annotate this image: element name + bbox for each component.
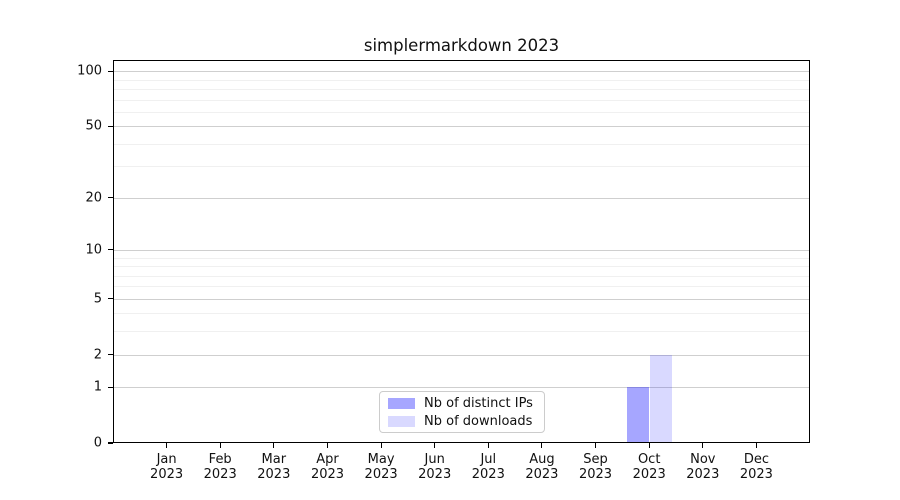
x-tick-label: May 2023 — [364, 452, 398, 482]
gridline-major — [113, 71, 810, 73]
legend-row: Nb of distinct IPs — [388, 396, 534, 411]
y-tickmark — [108, 298, 113, 300]
x-tickmark — [273, 443, 275, 448]
y-tickmark — [108, 70, 113, 72]
x-tick-label: Oct 2023 — [632, 452, 666, 482]
gridline-minor — [113, 275, 810, 277]
gridline-minor — [113, 111, 810, 113]
y-tick-label: 0 — [93, 435, 102, 451]
x-tickmark — [166, 443, 168, 448]
y-tick-label: 10 — [85, 242, 102, 258]
y-tickmark — [108, 125, 113, 127]
legend-label: Nb of downloads — [424, 413, 533, 429]
x-tickmark — [487, 443, 489, 448]
x-tickmark — [541, 443, 543, 448]
gridline-major — [113, 354, 810, 356]
y-tickmark — [108, 386, 113, 388]
x-tickmark — [219, 443, 221, 448]
gridline-major — [113, 126, 810, 128]
y-tick-label: 1 — [93, 379, 102, 395]
gridline-minor — [113, 313, 810, 315]
x-tickmark — [755, 443, 757, 448]
bar-nb-of-distinct-ips-oct-2023 — [627, 387, 650, 443]
gridline-minor — [113, 266, 810, 267]
y-tick-label: 100 — [77, 63, 102, 79]
legend: Nb of distinct IPs Nb of downloads — [379, 391, 545, 433]
gridline-major — [113, 298, 810, 300]
x-tick-label: Mar 2023 — [257, 452, 291, 482]
x-tick-label: Feb 2023 — [203, 452, 237, 482]
bar-nb-of-downloads-oct-2023 — [649, 354, 672, 443]
x-tick-label: Aug 2023 — [525, 452, 559, 482]
gridline-minor — [113, 88, 810, 90]
x-tick-label: Jun 2023 — [418, 452, 452, 482]
y-tick-label: 5 — [93, 291, 102, 307]
y-tickmark — [108, 442, 113, 444]
legend-swatch — [388, 397, 415, 409]
y-tickmark — [108, 197, 113, 199]
x-tick-label: Sep 2023 — [578, 452, 613, 482]
gridline-minor — [113, 257, 810, 259]
gridline-minor — [113, 99, 810, 101]
gridline-minor — [113, 143, 810, 145]
x-tickmark — [648, 443, 650, 448]
x-tickmark — [380, 443, 382, 448]
x-tick-label: Apr 2023 — [310, 452, 345, 482]
gridline-minor — [113, 331, 810, 333]
x-tick-label: Dec 2023 — [739, 452, 773, 482]
gridline-major — [113, 249, 810, 251]
gridline-major — [113, 387, 810, 389]
y-tick-label: 20 — [85, 190, 102, 206]
x-tickmark — [594, 443, 597, 448]
gridline-major — [113, 197, 810, 199]
x-tickmark — [434, 443, 436, 448]
x-tick-label: Nov 2023 — [686, 452, 720, 482]
x-tickmark — [702, 443, 704, 448]
plot-area — [113, 60, 810, 443]
y-tick-label: 2 — [93, 347, 102, 362]
x-tick-label: Jan 2023 — [150, 452, 184, 482]
gridline-minor — [113, 286, 810, 288]
chart-title: simplermarkdown 2023 — [363, 36, 560, 55]
x-tick-label: Jul 2023 — [471, 452, 505, 482]
y-tickmark — [108, 249, 113, 251]
legend-label: Nb of distinct IPs — [424, 395, 533, 411]
gridline-minor — [113, 79, 810, 81]
legend-swatch — [388, 415, 415, 427]
y-tick-label: 50 — [85, 118, 102, 134]
gridline-minor — [113, 166, 810, 168]
x-tickmark — [326, 443, 329, 448]
y-tickmark — [108, 353, 113, 356]
legend-row: Nb of downloads — [388, 414, 534, 429]
